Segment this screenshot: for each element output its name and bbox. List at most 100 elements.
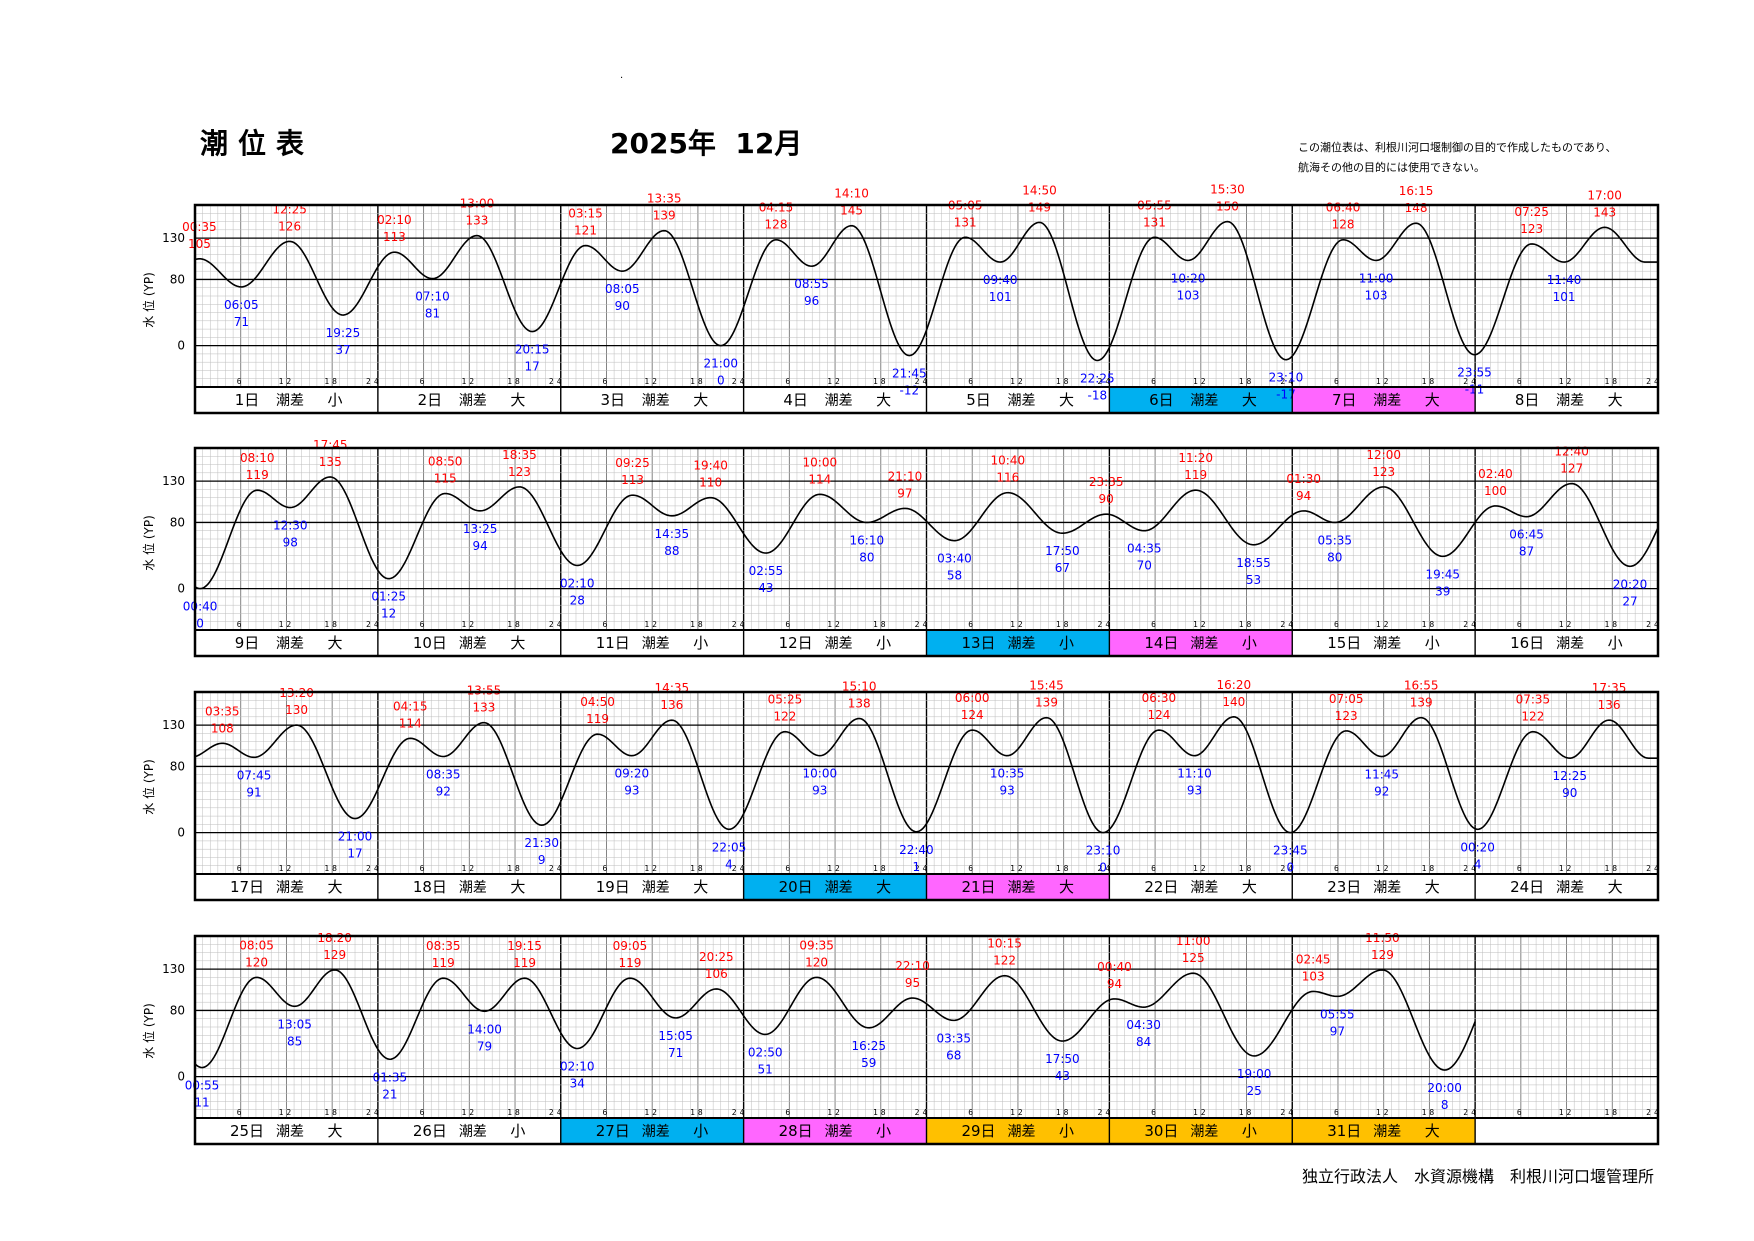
high-tide-time: 22:10 xyxy=(895,959,930,973)
x-tick-label: 12 xyxy=(827,377,843,386)
tide-range-size: 小 xyxy=(327,391,342,409)
stray-dot: . xyxy=(620,70,624,81)
day-label: 11日 xyxy=(596,634,630,652)
day-highlight xyxy=(1109,630,1293,656)
x-tick-label: 6 xyxy=(237,1108,245,1117)
day-highlight xyxy=(926,874,1110,900)
x-tick-label: 12 xyxy=(279,1108,295,1117)
x-tick-label: 24 xyxy=(1280,1108,1296,1117)
low-tide-level: 1 xyxy=(913,860,921,874)
x-tick-label: 18 xyxy=(507,1108,523,1117)
x-tick-label: 18 xyxy=(1604,620,1620,629)
x-tick-label: 18 xyxy=(1604,377,1620,386)
day-label: 17日 xyxy=(230,878,264,896)
high-tide-level: 103 xyxy=(1302,969,1325,983)
low-tide-time: 13:05 xyxy=(277,1017,312,1031)
tide-range-label: 潮差 xyxy=(1373,636,1401,652)
tide-range-label: 潮差 xyxy=(276,880,304,896)
high-tide-level: 145 xyxy=(840,204,863,218)
x-tick-label: 12 xyxy=(644,864,660,873)
day-highlight xyxy=(1109,387,1293,413)
high-tide-time: 09:35 xyxy=(799,938,834,952)
high-tide-time: 06:00 xyxy=(955,691,990,705)
low-tide-time: 04:35 xyxy=(1127,542,1162,556)
day-label: 14日 xyxy=(1144,634,1178,652)
tide-curve xyxy=(194,969,1476,1071)
x-tick-label: 12 xyxy=(1376,864,1392,873)
x-tick-label: 18 xyxy=(1056,864,1072,873)
x-tick-label: 24 xyxy=(549,1108,565,1117)
low-tide-time: 08:55 xyxy=(794,277,829,291)
x-tick-label: 24 xyxy=(915,620,931,629)
tide-curve xyxy=(194,476,1659,590)
day-label: 22日 xyxy=(1144,878,1178,896)
low-tide-level: 101 xyxy=(989,290,1012,304)
low-tide-level: 81 xyxy=(425,307,440,321)
y-axis-label: 水 位 (YP) xyxy=(141,759,156,815)
low-tide-level: 80 xyxy=(859,550,874,564)
y-tick-label: 130 xyxy=(162,231,185,245)
low-tide-level: 28 xyxy=(570,593,585,607)
high-tide-level: 119 xyxy=(513,956,536,970)
high-tide-time: 04:15 xyxy=(759,201,794,215)
high-tide-time: 08:10 xyxy=(240,451,275,465)
low-tide-time: 13:25 xyxy=(463,522,498,536)
high-tide-level: 90 xyxy=(1099,492,1114,506)
low-tide-time: 12:25 xyxy=(1552,769,1587,783)
low-tide-time: 18:55 xyxy=(1236,556,1271,570)
low-tide-level: 59 xyxy=(861,1056,876,1070)
y-axis-label: 水 位 (YP) xyxy=(141,272,156,328)
tide-range-size: 大 xyxy=(1608,391,1623,409)
high-tide-time: 03:35 xyxy=(205,704,240,718)
x-tick-label: 6 xyxy=(968,1108,976,1117)
low-tide-level: 101 xyxy=(1553,290,1576,304)
tide-range-size: 大 xyxy=(327,1122,342,1140)
x-tick-label: 24 xyxy=(915,377,931,386)
high-tide-time: 10:40 xyxy=(991,454,1026,468)
high-tide-level: 133 xyxy=(465,214,488,228)
x-tick-label: 18 xyxy=(873,620,889,629)
low-tide-level: 21 xyxy=(382,1087,397,1101)
low-tide-level: 0 xyxy=(1099,861,1107,875)
x-tick-label: 6 xyxy=(785,864,793,873)
low-tide-time: 05:55 xyxy=(1320,1007,1355,1021)
day-highlight xyxy=(1109,1118,1293,1144)
low-tide-time: 10:20 xyxy=(1171,271,1206,285)
x-tick-label: 24 xyxy=(1098,1108,1114,1117)
x-tick-label: 6 xyxy=(420,1108,428,1117)
low-tide-time: 23:45 xyxy=(1273,844,1308,858)
low-tide-level: 94 xyxy=(472,539,487,553)
low-tide-time: 19:00 xyxy=(1237,1067,1272,1081)
high-tide-level: 119 xyxy=(586,712,609,726)
low-tide-level: 98 xyxy=(283,536,298,550)
low-tide-level: 12 xyxy=(381,607,396,621)
tide-range-size: 大 xyxy=(1425,1122,1440,1140)
x-tick-label: 6 xyxy=(420,377,428,386)
low-tide-level: 96 xyxy=(804,294,819,308)
tide-range-size: 大 xyxy=(510,878,525,896)
low-tide-time: 22:40 xyxy=(899,843,934,857)
low-tide-time: 02:10 xyxy=(560,576,595,590)
x-tick-label: 18 xyxy=(1239,1108,1255,1117)
x-tick-label: 24 xyxy=(732,1108,748,1117)
high-tide-level: 124 xyxy=(1147,708,1170,722)
tide-panel: 0 80 130 6 12 18 24 6 12 18 24 6 12 18 24 6 12 18 24 6 12 18 2… xyxy=(141,931,1660,1146)
low-tide-time: 09:20 xyxy=(615,767,650,781)
tide-curve xyxy=(194,716,1658,834)
disclaimer-line-2: 航海その他の目的には使用できない。 xyxy=(1298,161,1485,174)
tide-range-label: 潮差 xyxy=(1556,880,1584,896)
tide-range-label: 潮差 xyxy=(642,636,670,652)
x-tick-label: 24 xyxy=(1463,377,1479,386)
low-tide-level: 80 xyxy=(1327,550,1342,564)
x-tick-label: 6 xyxy=(968,620,976,629)
low-tide-level: 17 xyxy=(525,360,540,374)
x-tick-label: 12 xyxy=(1376,377,1392,386)
x-tick-label: 12 xyxy=(461,620,477,629)
day-label: 8日 xyxy=(1515,391,1540,409)
tide-range-size: 小 xyxy=(510,1122,525,1140)
high-tide-time: 06:40 xyxy=(1326,201,1361,215)
page-title: 潮位表 xyxy=(200,127,315,160)
high-tide-time: 02:40 xyxy=(1478,467,1513,481)
low-tide-time: 11:10 xyxy=(1177,767,1212,781)
